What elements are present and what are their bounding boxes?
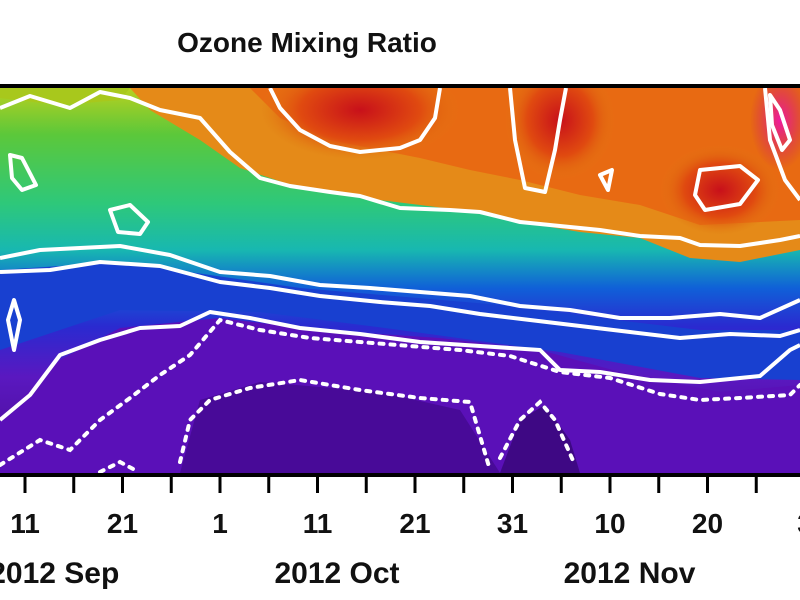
contour-dotted-small [98,459,137,473]
contour-blue-mid [0,260,800,340]
x-axis-ticks [23,475,758,493]
contour-dotted-upper [0,317,800,467]
x-tick-label: 21 [107,508,138,539]
x-month-label: 2012 Sep [0,557,119,590]
x-tick-label: 31 [497,508,528,539]
contour-small-loop-2 [8,153,38,192]
deep-purple-pocket [500,405,580,473]
x-tick-label: 11 [10,508,40,539]
contours-solid [0,88,800,422]
contour-nov-edge [763,88,800,202]
deep-purple-region [180,382,500,473]
contour-oct-core [268,88,442,154]
contour-small-loop-1 [108,203,150,236]
contour-small-loop-4 [598,168,614,192]
x-tick-label: 11 [303,508,333,539]
contour-dotted-lower [178,377,577,472]
chart-title: Ozone Mixing Ratio [177,27,437,58]
contour-small-loop-3 [6,298,22,352]
plot-area [0,88,800,473]
contour-green-blue [0,244,800,320]
x-axis-month-labels: 2012 Sep 2012 Oct 2012 Nov [0,557,696,590]
x-tick-label: 3 [797,508,800,539]
plot-frame [0,84,800,477]
x-month-label: 2012 Nov [564,557,696,590]
red-core-nov [660,145,780,235]
x-tick-label: 21 [399,508,430,539]
contour-nov-loop2 [768,93,792,152]
x-tick-label: 10 [594,508,625,539]
x-tick-label: 20 [692,508,723,539]
blue-band [0,262,800,380]
red-core-oct [260,88,460,160]
x-month-label: 2012 Oct [274,557,399,590]
contours-dotted [0,317,800,473]
contour-green-yellow [0,90,800,248]
contour-late-oct [508,88,568,194]
contour-blue-purple [0,310,800,422]
x-tick-label: 1 [212,508,228,539]
red-core-late-oct [505,88,615,180]
contour-nov-loop [693,164,760,212]
x-axis-tick-labels: 1121111213110203 [10,508,800,539]
